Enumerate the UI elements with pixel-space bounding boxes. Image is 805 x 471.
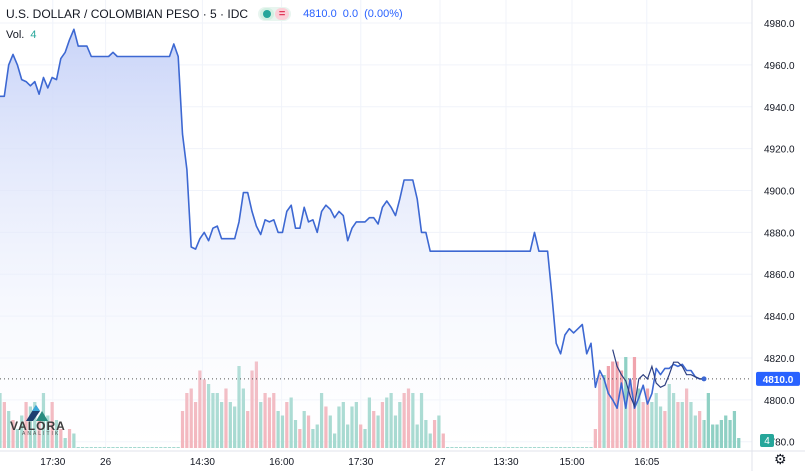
volume-bar: [624, 357, 628, 448]
valora-sub: ANALITIK: [22, 431, 61, 437]
volume-badge: [760, 434, 774, 447]
valora-brand: VALORA: [10, 419, 66, 433]
y-tick-label: 4800.0: [764, 396, 795, 407]
valora-logo-mark: [26, 405, 48, 421]
y-tick-label: 4960.0: [764, 61, 795, 72]
volume-label: Vol.: [6, 29, 25, 41]
y-tick-label: 4840.0: [764, 312, 795, 323]
x-tick-label: 13:30: [493, 457, 518, 468]
last-price: 4810.0: [303, 8, 337, 20]
x-tick-label: 17:30: [40, 457, 65, 468]
volume-bar: [737, 438, 741, 448]
compare-icon: =: [275, 8, 290, 20]
market-status-pill[interactable]: =: [258, 7, 292, 21]
x-tick-label: 17:30: [348, 457, 373, 468]
price-change: 0.0: [342, 8, 359, 20]
y-tick-label: 4980.0: [764, 19, 795, 30]
x-tick-label: 16:05: [634, 457, 659, 468]
volume-bar: [719, 420, 724, 448]
last-price-badge-text: 4810.0: [763, 375, 794, 386]
price-area: [0, 29, 704, 449]
secondary-line: [612, 349, 704, 409]
symbol-title[interactable]: U.S. DOLLAR / COLOMBIAN PESO · 5 · IDC: [6, 7, 249, 21]
settings-gear-icon[interactable]: ⚙: [774, 451, 787, 467]
y-tick-label: 4780.0: [764, 438, 795, 449]
x-tick-label: 14:30: [190, 457, 215, 468]
price-change-pct: (0.00%): [364, 8, 403, 20]
price-line: [0, 28, 704, 409]
volume-bar: [715, 424, 719, 448]
x-tick-label: 15:00: [559, 457, 584, 468]
volume-value: 4: [30, 29, 37, 41]
x-tick-label: 16:00: [269, 457, 294, 468]
volume-legend: Vol. 4: [6, 29, 36, 41]
volume-bar: [706, 393, 710, 448]
volume-badge-text: 4: [764, 436, 770, 447]
last-price-badge: [756, 371, 800, 386]
y-tick-label: 4880.0: [764, 228, 795, 239]
market-open-icon: [260, 8, 275, 20]
volume-bar: [724, 415, 728, 448]
chart-legend: U.S. DOLLAR / COLOMBIAN PESO · 5 · IDC =…: [6, 7, 406, 21]
volume-bar: [732, 411, 737, 448]
y-tick-label: 4860.0: [764, 270, 795, 281]
valora-logo: VALORA ANALITIK: [6, 397, 76, 437]
y-tick-label: 4820.0: [764, 354, 795, 365]
y-tick-label: 4940.0: [764, 103, 795, 114]
volume-bar: [711, 424, 715, 448]
last-price-dot: [701, 376, 707, 382]
quote-values: 4810.0 0.0 (0.00%): [303, 8, 406, 20]
y-tick-label: 4900.0: [764, 187, 795, 198]
volume-bar: [728, 420, 732, 448]
x-tick-label: 26: [100, 457, 112, 468]
x-tick-label: 27: [434, 457, 446, 468]
y-tick-label: 4920.0: [764, 145, 795, 156]
